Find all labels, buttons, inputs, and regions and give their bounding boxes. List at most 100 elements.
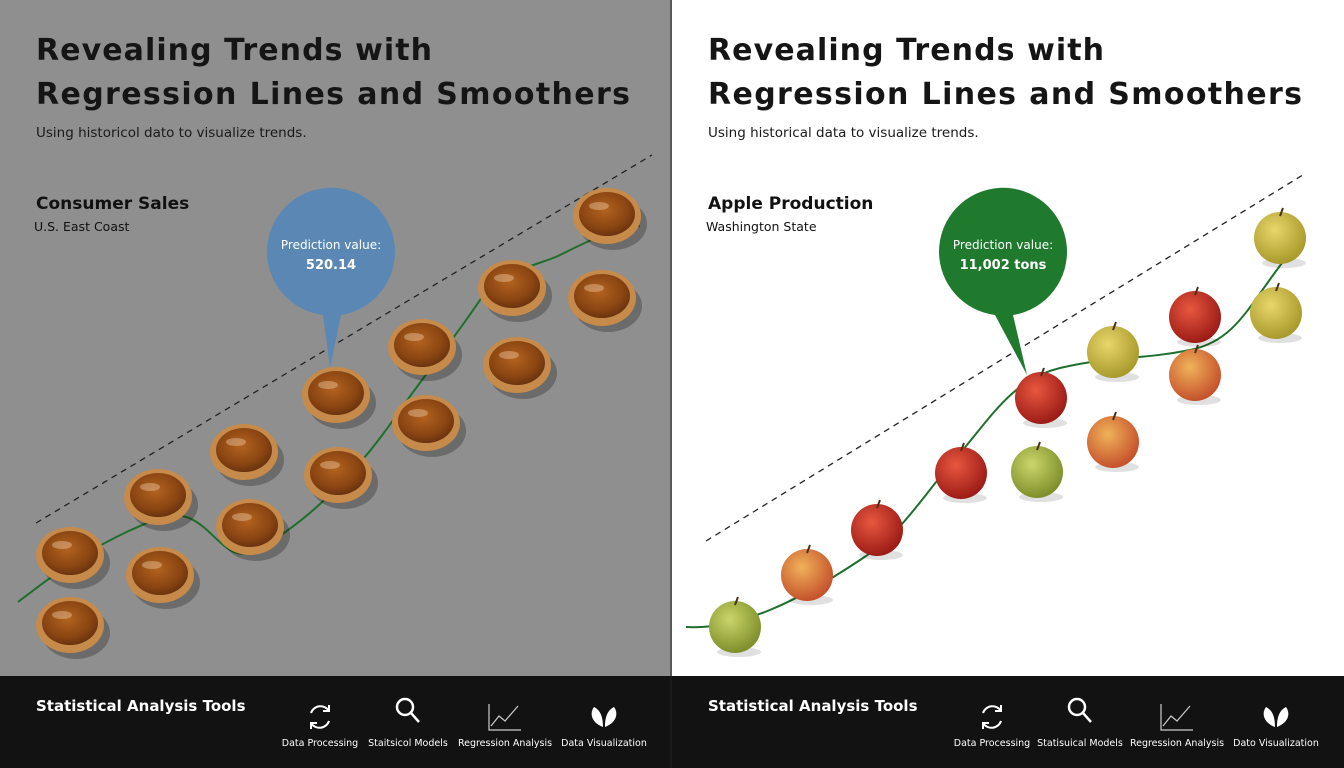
icon (310, 705, 330, 729)
subtitle: Using historical data to visualize trend… (708, 125, 979, 141)
pie-filling (574, 274, 630, 318)
pie-filling (42, 531, 98, 575)
icon (1160, 704, 1193, 731)
apple-stem (734, 596, 739, 606)
apple (1011, 446, 1063, 498)
pie-filling (398, 399, 454, 443)
pie-shine (404, 333, 424, 341)
pie-shine (494, 274, 514, 282)
section-subtitle: Washington State (706, 219, 817, 234)
nav-item[interactable]: Regression Analysis (458, 704, 552, 749)
apple-stem (1194, 344, 1199, 354)
pie-shine (52, 611, 72, 619)
pie-shine (320, 461, 340, 469)
pie-shine (226, 438, 246, 446)
footer-title: Statistical Analysis Tools (36, 697, 246, 715)
pie-shine (232, 513, 252, 521)
callout-value: 11,002 tons (960, 258, 1047, 273)
apple (1087, 326, 1139, 378)
panel: Revealing Trends with Regression Lines an… (34, 33, 647, 749)
apple (1250, 287, 1302, 339)
apple-stem (960, 442, 965, 452)
artwork (17, 154, 1307, 659)
pie-shine (589, 202, 609, 210)
pie-filling (42, 601, 98, 645)
apple (1169, 349, 1221, 401)
title: Revealing Trends with (36, 33, 432, 68)
nav-label[interactable]: Data Processing (954, 738, 1030, 749)
section-subtitle: U.S. East Coast (34, 219, 129, 234)
nav-item[interactable]: Data Processing (282, 705, 358, 749)
nav-item[interactable]: Data Processing (954, 705, 1030, 749)
pie-filling (222, 503, 278, 547)
pie-filling (132, 551, 188, 595)
apple-stem (1112, 321, 1117, 331)
section-title: Apple Production (708, 194, 873, 214)
title: Regression Lines and Smoothers (36, 77, 630, 112)
pie-filling (579, 192, 635, 236)
callout-label: Prediction value: (953, 238, 1053, 252)
nav-label[interactable]: Data Processing (282, 738, 358, 749)
apple-stem (1279, 207, 1284, 217)
pie-shine (318, 381, 338, 389)
pie-shine (499, 351, 519, 359)
icon (982, 705, 1002, 729)
apple-stem (1036, 441, 1041, 451)
icon (488, 704, 521, 731)
nav-item[interactable]: Staitsicol Models (368, 697, 448, 749)
nav-item[interactable]: Statisuical Models (1037, 697, 1123, 749)
pie-shine (142, 561, 162, 569)
pie-shine (408, 409, 428, 417)
apple-stem (1194, 286, 1199, 296)
apple (935, 447, 987, 499)
section-title: Consumer Sales (36, 194, 189, 214)
apple-stem (1112, 411, 1117, 421)
pie-filling (308, 371, 364, 415)
nav-label[interactable]: Data Visualization (561, 738, 647, 749)
nav-item[interactable]: Dato Visualization (1233, 707, 1319, 749)
footer-title: Statistical Analysis Tools (708, 697, 918, 715)
panels: Revealing Trends with Regression Lines an… (34, 33, 1319, 749)
nav-label[interactable]: Staitsicol Models (368, 738, 448, 749)
icon (395, 697, 420, 723)
apple (1169, 291, 1221, 343)
nav-item[interactable]: Regression Analysis (1130, 704, 1224, 749)
icon (1067, 697, 1092, 723)
pie-filling (484, 264, 540, 308)
icon (591, 707, 617, 727)
nav-label[interactable]: Statisuical Models (1037, 738, 1123, 749)
apple-stem (876, 499, 881, 509)
icon (1263, 707, 1289, 727)
apple-stem (1275, 282, 1280, 292)
apple (709, 601, 761, 653)
apple (851, 504, 903, 556)
callout-value: 520.14 (306, 258, 356, 273)
subtitle: Using historicol dato to visualize trend… (36, 125, 307, 141)
nav-label[interactable]: Dato Visualization (1233, 738, 1319, 749)
title: Regression Lines and Smoothers (708, 77, 1302, 112)
nav-label[interactable]: Regression Analysis (1130, 738, 1224, 749)
apple (781, 549, 833, 601)
trend-line (35, 154, 653, 524)
panel: Revealing Trends with Regression Lines an… (706, 33, 1319, 749)
nav-item[interactable]: Data Visualization (561, 707, 647, 749)
apple (1015, 372, 1067, 424)
apple (1254, 212, 1306, 264)
apple-stem (806, 544, 811, 554)
pie-filling (310, 451, 366, 495)
callout-label: Prediction value: (281, 238, 381, 252)
nav-label[interactable]: Regression Analysis (458, 738, 552, 749)
pie-filling (130, 473, 186, 517)
pie-shine (140, 483, 160, 491)
pie-filling (489, 341, 545, 385)
title: Revealing Trends with (708, 33, 1104, 68)
pie-filling (216, 428, 272, 472)
footer-background (0, 676, 1344, 768)
trend-line (705, 172, 1307, 542)
callout-bubble (938, 187, 1067, 375)
apple (1087, 416, 1139, 468)
pie-shine (584, 284, 604, 292)
apple-stem (1040, 367, 1045, 377)
pie-shine (52, 541, 72, 549)
